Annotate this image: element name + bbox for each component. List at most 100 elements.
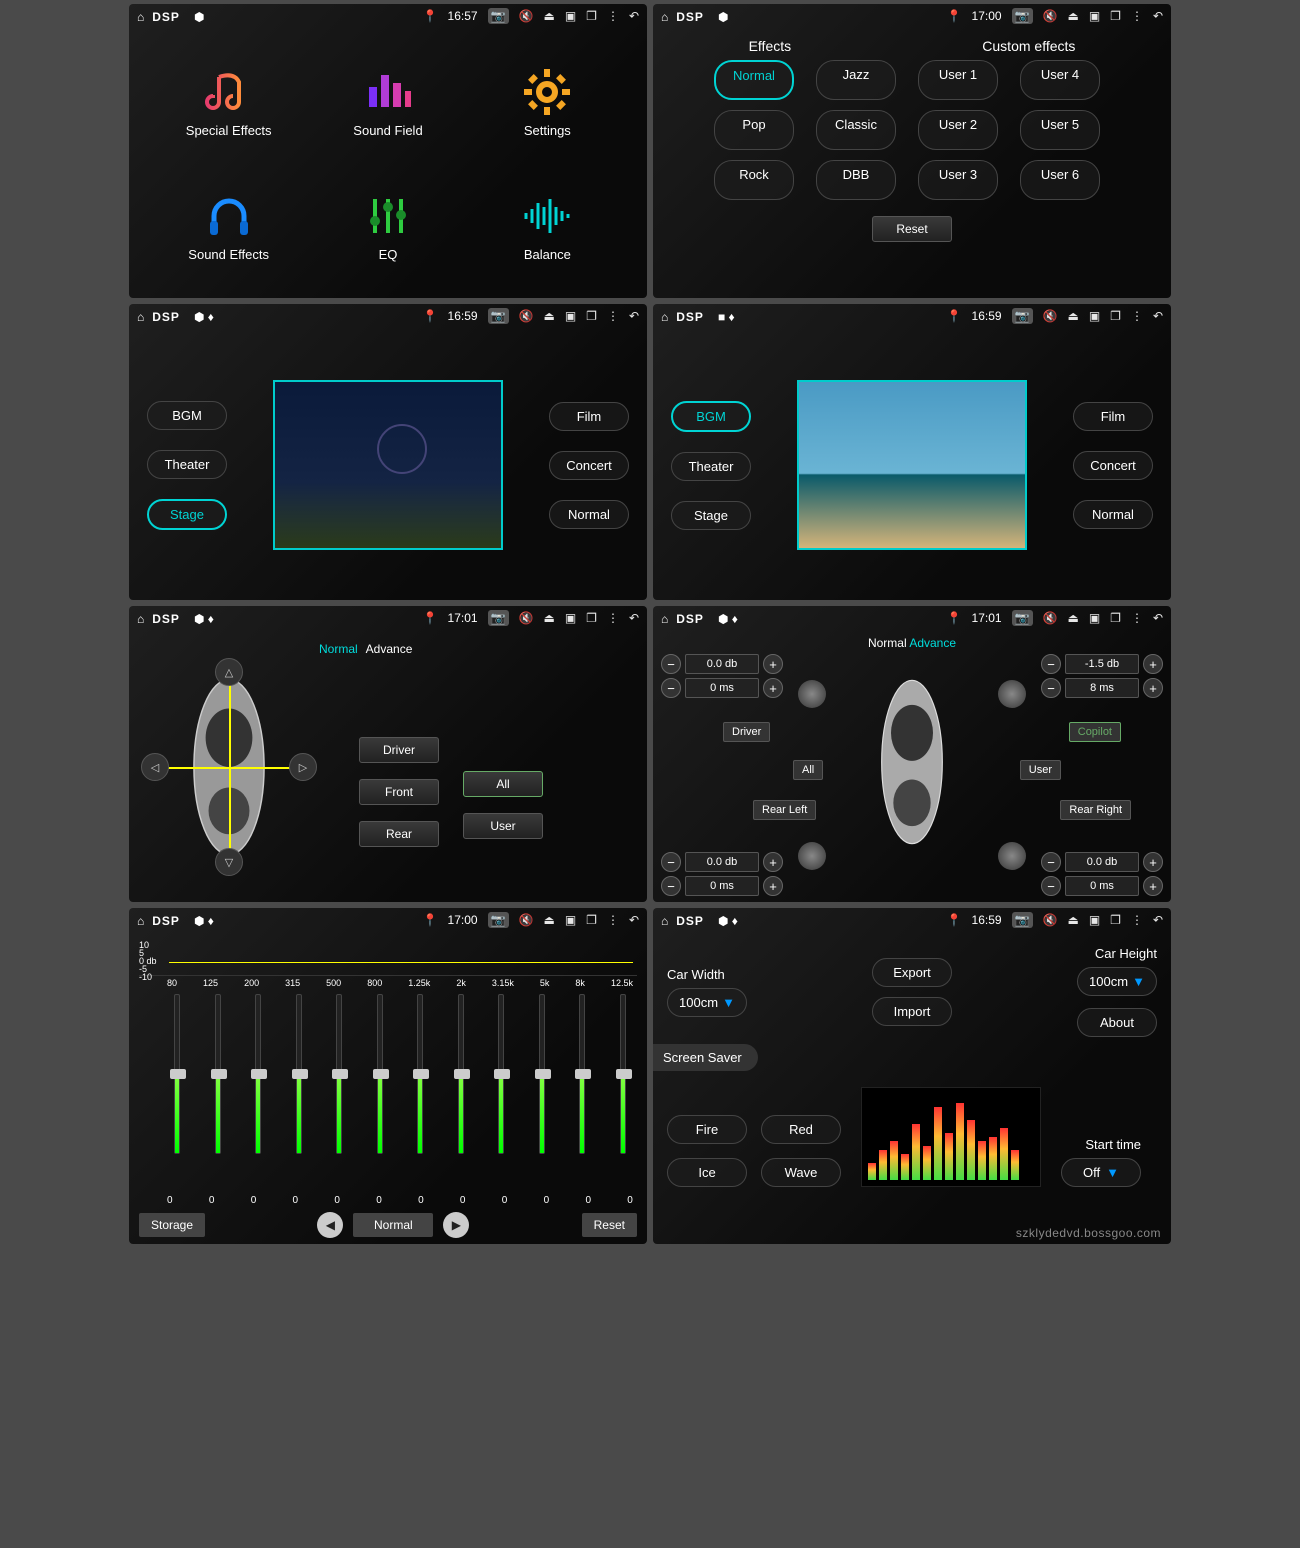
- preset-stage[interactable]: Stage: [671, 501, 751, 530]
- effect-normal[interactable]: Normal: [714, 60, 794, 100]
- eq-slider-125[interactable]: [208, 994, 228, 1193]
- effect-classic[interactable]: Classic: [816, 110, 896, 150]
- eject-icon[interactable]: ⏏: [543, 9, 554, 23]
- preset-stage[interactable]: Stage: [147, 499, 227, 530]
- screensaver-tab[interactable]: Screen Saver: [653, 1044, 758, 1071]
- start-time-select[interactable]: Off▼: [1061, 1158, 1141, 1187]
- recents-icon[interactable]: ❐: [586, 309, 597, 323]
- preset-bgm[interactable]: BGM: [147, 401, 227, 430]
- fl-db-minus[interactable]: −: [661, 654, 681, 674]
- rl-ms-minus[interactable]: −: [661, 876, 681, 896]
- eject-icon[interactable]: ⏏: [543, 913, 554, 927]
- storage-button[interactable]: Storage: [139, 1213, 205, 1237]
- window-icon[interactable]: ▣: [1089, 9, 1100, 23]
- mute-icon[interactable]: 🔇: [1043, 611, 1058, 625]
- eq-slider-2k[interactable]: [451, 994, 471, 1193]
- preset-theater[interactable]: Theater: [147, 450, 227, 479]
- home-icon[interactable]: ⌂: [137, 310, 144, 324]
- all-button[interactable]: All: [793, 760, 823, 780]
- eject-icon[interactable]: ⏏: [1067, 309, 1078, 323]
- about-button[interactable]: About: [1077, 1008, 1157, 1037]
- next-preset-button[interactable]: ▶: [443, 1212, 469, 1238]
- more-icon[interactable]: ⋮: [1131, 913, 1143, 927]
- fl-ms-minus[interactable]: −: [661, 678, 681, 698]
- reset-button[interactable]: Reset: [582, 1213, 637, 1237]
- window-icon[interactable]: ▣: [565, 611, 576, 625]
- copilot-button[interactable]: Copilot: [1069, 722, 1121, 742]
- home-icon[interactable]: ⌂: [661, 10, 668, 24]
- car-width-select[interactable]: 100cm▼: [667, 988, 747, 1017]
- eq-slider-12.5k[interactable]: [613, 994, 633, 1193]
- back-icon[interactable]: ↶: [1153, 309, 1163, 323]
- back-icon[interactable]: ↶: [1153, 9, 1163, 23]
- effect-dbb[interactable]: DBB: [816, 160, 896, 200]
- arrow-right-button[interactable]: ▷: [289, 753, 317, 781]
- mute-icon[interactable]: 🔇: [519, 309, 534, 323]
- saver-fire[interactable]: Fire: [667, 1115, 747, 1144]
- eq-slider-500[interactable]: [329, 994, 349, 1193]
- eject-icon[interactable]: ⏏: [543, 309, 554, 323]
- effect-user-3[interactable]: User 3: [918, 160, 998, 200]
- driver-button[interactable]: Driver: [723, 722, 770, 742]
- back-icon[interactable]: ↶: [629, 309, 639, 323]
- home-icon[interactable]: ⌂: [137, 10, 144, 24]
- eject-icon[interactable]: ⏏: [1067, 913, 1078, 927]
- recents-icon[interactable]: ❐: [1110, 9, 1121, 23]
- eq-slider-5k[interactable]: [532, 994, 552, 1193]
- recents-icon[interactable]: ❐: [586, 611, 597, 625]
- eject-icon[interactable]: ⏏: [1067, 611, 1078, 625]
- effect-user-5[interactable]: User 5: [1020, 110, 1100, 150]
- fr-ms-minus[interactable]: −: [1041, 678, 1061, 698]
- tab-normal[interactable]: Normal: [868, 636, 907, 650]
- back-icon[interactable]: ↶: [629, 9, 639, 23]
- eq-slider-8k[interactable]: [572, 994, 592, 1193]
- home-icon[interactable]: ⌂: [661, 914, 668, 928]
- window-icon[interactable]: ▣: [1089, 611, 1100, 625]
- pos-driver[interactable]: Driver: [359, 737, 439, 763]
- menu-sound-field[interactable]: Sound Field: [308, 40, 467, 164]
- home-icon[interactable]: ⌂: [137, 914, 144, 928]
- preset-normal[interactable]: Normal: [1073, 500, 1153, 529]
- eq-slider-3.15k[interactable]: [491, 994, 511, 1193]
- more-icon[interactable]: ⋮: [607, 913, 619, 927]
- mute-icon[interactable]: 🔇: [519, 913, 534, 927]
- preset-normal[interactable]: Normal: [549, 500, 629, 529]
- more-icon[interactable]: ⋮: [607, 309, 619, 323]
- camera-icon[interactable]: 📷: [488, 8, 509, 24]
- fl-db-plus[interactable]: +: [763, 654, 783, 674]
- pos-front[interactable]: Front: [359, 779, 439, 805]
- more-icon[interactable]: ⋮: [607, 9, 619, 23]
- preset-theater[interactable]: Theater: [671, 452, 751, 481]
- rl-ms-plus[interactable]: +: [763, 876, 783, 896]
- arrow-up-button[interactable]: △: [215, 658, 243, 686]
- preset-concert[interactable]: Concert: [1073, 451, 1153, 480]
- more-icon[interactable]: ⋮: [607, 611, 619, 625]
- saver-wave[interactable]: Wave: [761, 1158, 841, 1187]
- camera-icon[interactable]: 📷: [1012, 912, 1033, 928]
- rr-db-minus[interactable]: −: [1041, 852, 1061, 872]
- fr-db-minus[interactable]: −: [1041, 654, 1061, 674]
- car-balance-pad[interactable]: △ ▽ ◁ ▷: [129, 632, 329, 902]
- camera-icon[interactable]: 📷: [488, 308, 509, 324]
- back-icon[interactable]: ↶: [1153, 611, 1163, 625]
- menu-special-effects[interactable]: Special Effects: [149, 40, 308, 164]
- menu-balance[interactable]: Balance: [468, 164, 627, 288]
- camera-icon[interactable]: 📷: [1012, 308, 1033, 324]
- arrow-left-button[interactable]: ◁: [141, 753, 169, 781]
- preset-bgm[interactable]: BGM: [671, 401, 751, 432]
- mute-icon[interactable]: 🔇: [1043, 9, 1058, 23]
- window-icon[interactable]: ▣: [565, 9, 576, 23]
- arrow-down-button[interactable]: ▽: [215, 848, 243, 876]
- eq-slider-1.25k[interactable]: [410, 994, 430, 1193]
- window-icon[interactable]: ▣: [1089, 913, 1100, 927]
- rr-db-plus[interactable]: +: [1143, 852, 1163, 872]
- menu-sound-effects[interactable]: Sound Effects: [149, 164, 308, 288]
- export-button[interactable]: Export: [872, 958, 952, 987]
- camera-icon[interactable]: 📷: [1012, 610, 1033, 626]
- preset-label[interactable]: Normal: [353, 1213, 433, 1237]
- camera-icon[interactable]: 📷: [488, 912, 509, 928]
- recents-icon[interactable]: ❐: [1110, 611, 1121, 625]
- car-height-select[interactable]: 100cm▼: [1077, 967, 1157, 996]
- pos-user[interactable]: User: [463, 813, 543, 839]
- user-button[interactable]: User: [1020, 760, 1061, 780]
